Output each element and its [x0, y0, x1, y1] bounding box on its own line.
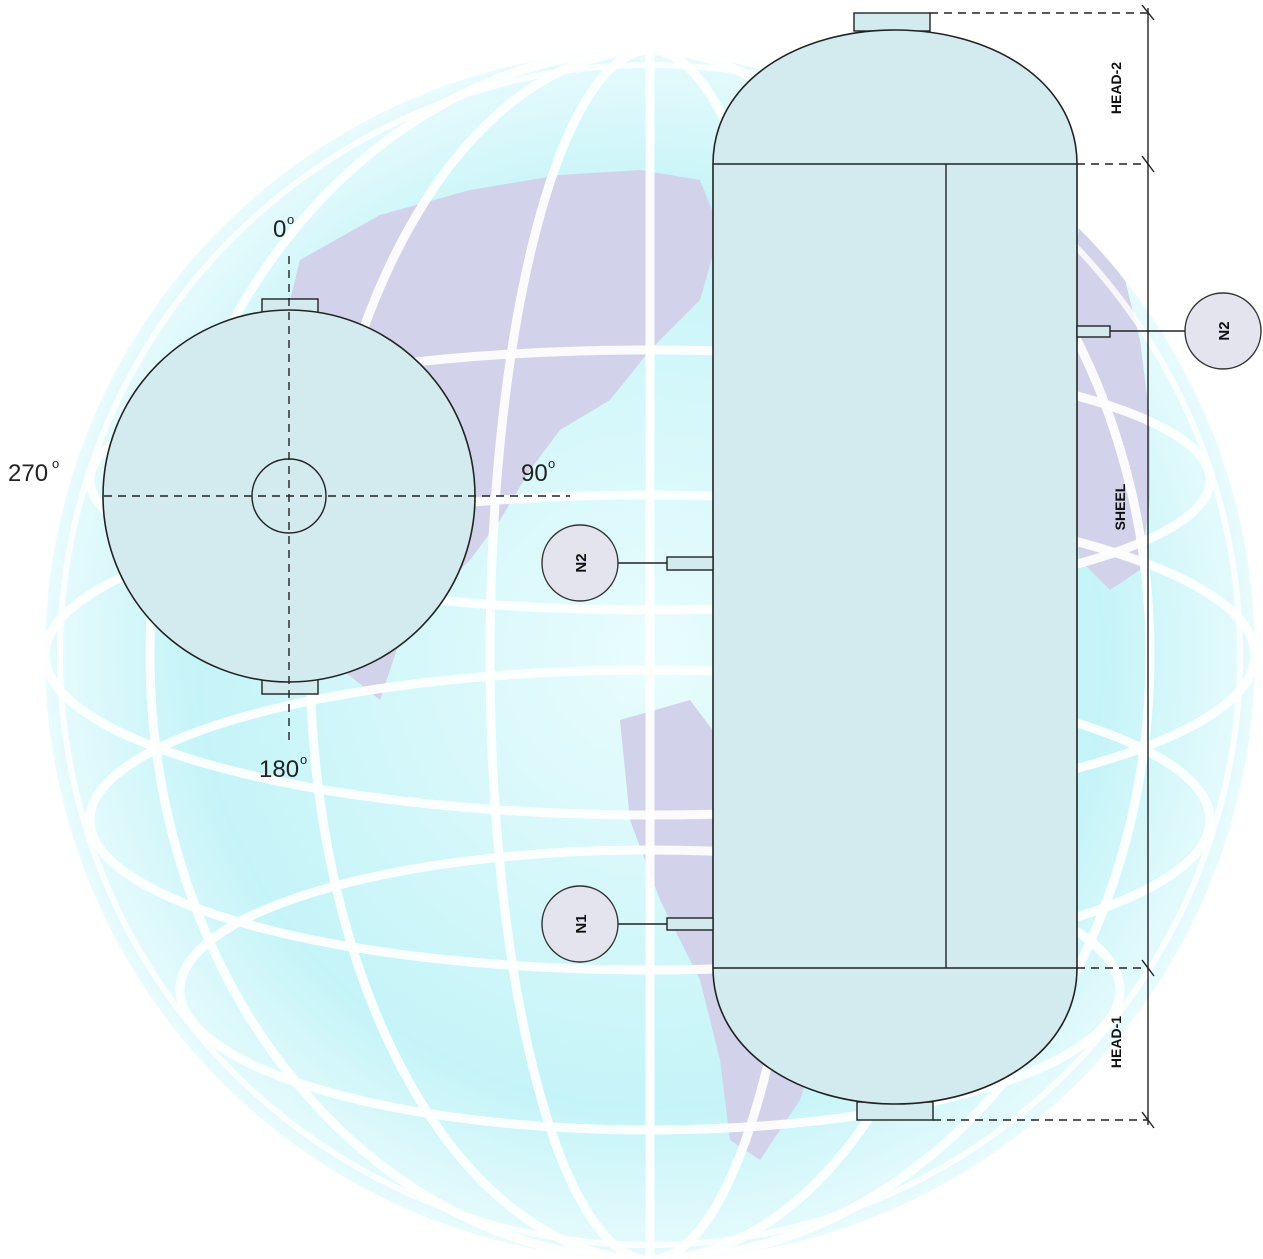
- svg-text:90: 90: [521, 460, 548, 487]
- angle-label-180: 180 o: [259, 752, 307, 783]
- svg-text:180: 180: [259, 756, 299, 783]
- dim-label-head-2: HEAD-2: [1108, 62, 1124, 114]
- angle-label-270: 270 o: [8, 456, 59, 487]
- plan-view: 0 o 90 o 180 o 270 o: [8, 212, 570, 783]
- svg-text:0: 0: [273, 216, 286, 243]
- top-head-nozzle: [853, 12, 931, 32]
- dimension-lines: HEAD-2 SHEEL HEAD-1: [930, 4, 1155, 1129]
- svg-text:o: o: [287, 212, 294, 227]
- vessel-body: [712, 29, 1078, 1105]
- nozzle-label: N2: [1216, 321, 1233, 340]
- dim-label-shell: SHEEL: [1112, 483, 1128, 530]
- svg-text:o: o: [300, 752, 307, 767]
- svg-text:o: o: [52, 456, 59, 471]
- angle-label-90: 90 o: [521, 456, 555, 487]
- svg-text:o: o: [548, 456, 555, 471]
- nozzle-n2-left[interactable]: N2: [541, 524, 714, 602]
- nozzle-n1-left[interactable]: N1: [541, 885, 714, 963]
- nozzle-label: N1: [573, 914, 590, 933]
- nozzle-label: N2: [573, 553, 590, 572]
- elevation-view: N2 N1 N2: [541, 12, 1262, 1121]
- angle-label-0: 0 o: [273, 212, 294, 243]
- nozzle-n2-right[interactable]: N2: [1076, 292, 1262, 370]
- svg-text:270: 270: [8, 460, 48, 487]
- dim-label-head-1: HEAD-1: [1108, 1016, 1124, 1068]
